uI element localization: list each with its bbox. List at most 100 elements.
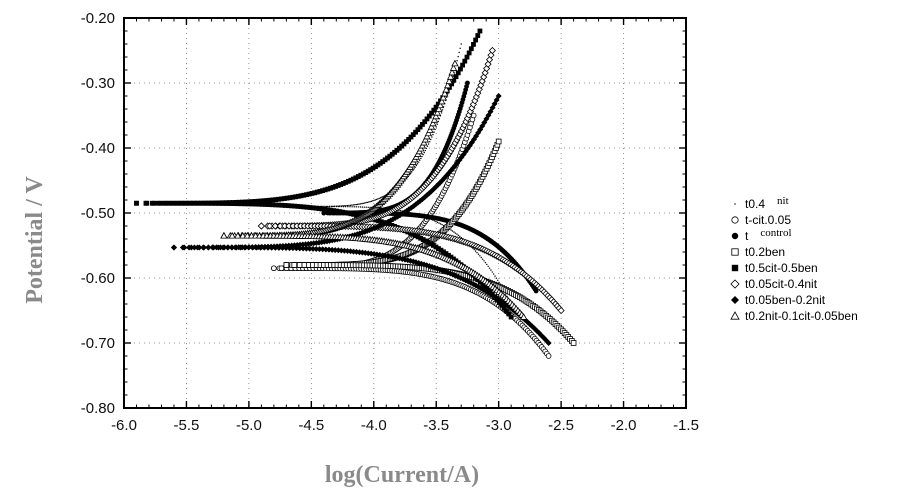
data-point [507, 304, 514, 311]
data-point [446, 73, 455, 80]
data-point [493, 97, 500, 104]
data-point [331, 205, 333, 208]
data-point [205, 244, 212, 251]
data-point [246, 201, 251, 207]
data-point [365, 168, 371, 174]
legend-marker-icon [728, 213, 742, 227]
legend-marker-shape [730, 279, 740, 289]
data-point [243, 231, 251, 239]
data-point [191, 244, 198, 251]
data-point [295, 203, 301, 209]
legend-label: t0.2nit-0.1cit-0.05ben [745, 309, 858, 323]
data-point [178, 200, 184, 206]
data-point [447, 93, 449, 95]
data-point [200, 200, 206, 206]
data-point [429, 110, 434, 116]
legend-marker-shape [731, 264, 739, 272]
data-point [348, 177, 354, 183]
data-point [322, 187, 328, 193]
data-point [309, 245, 316, 252]
legend-label: t [745, 229, 749, 243]
data-point [328, 185, 333, 191]
data-point [453, 74, 459, 80]
data-point [337, 209, 342, 214]
data-point [353, 175, 359, 181]
data-point [253, 244, 260, 251]
data-point [173, 200, 179, 206]
data-point [433, 108, 442, 116]
data-point [446, 252, 451, 258]
data-point [163, 200, 169, 206]
data-point [319, 246, 326, 253]
data-point [194, 244, 201, 251]
data-point [382, 195, 384, 198]
data-point [487, 265, 489, 268]
data-point [506, 311, 512, 317]
x-tick-label: -3.5 [423, 417, 449, 434]
legend-label: t0.2ben [745, 245, 786, 259]
data-point [355, 203, 357, 206]
data-point [381, 196, 383, 198]
data-point [151, 200, 157, 206]
legend-label-extra: control [760, 227, 792, 239]
data-point [468, 46, 474, 52]
data-point [350, 176, 356, 182]
data-point [268, 244, 275, 251]
data-point [415, 164, 418, 167]
data-point [435, 126, 437, 128]
data-point [295, 193, 301, 199]
data-point [349, 204, 352, 206]
data-point [377, 198, 379, 200]
data-point [427, 122, 436, 130]
data-point [433, 104, 439, 110]
x-tick-label: -5.0 [236, 417, 262, 434]
data-point [508, 314, 514, 320]
data-point [183, 200, 189, 206]
data-point [451, 59, 459, 67]
legend-item: t0.4 nit [728, 195, 900, 212]
data-point [234, 231, 242, 239]
data-point [417, 161, 420, 163]
data-point [428, 241, 434, 247]
data-point [291, 262, 298, 268]
data-point [456, 60, 458, 62]
data-point [343, 205, 346, 207]
data-point [368, 167, 374, 173]
data-point [490, 269, 492, 271]
data-point [361, 202, 363, 205]
data-point [283, 262, 290, 268]
data-point [369, 200, 371, 203]
data-point [345, 210, 351, 216]
data-point [261, 244, 268, 251]
data-point [303, 245, 310, 252]
data-point [424, 149, 427, 152]
data-point [352, 204, 355, 206]
data-point [181, 244, 188, 251]
data-point [442, 85, 450, 93]
data-point [242, 201, 248, 207]
data-point [266, 222, 274, 230]
data-point [444, 81, 452, 89]
data-point [427, 143, 430, 145]
data-point [212, 200, 218, 206]
legend-item: t0.05ben-0.2nit [728, 292, 900, 308]
data-point [415, 127, 421, 133]
data-point [284, 195, 290, 201]
data-point [477, 253, 480, 255]
data-point [570, 340, 577, 346]
data-point [269, 202, 275, 208]
data-point [439, 93, 447, 101]
legend-item: t0.05cit-0.4nit [728, 276, 900, 292]
data-point [408, 134, 414, 140]
data-point [320, 188, 325, 194]
data-point [343, 180, 349, 185]
x-axis-title: log(Current/A) [325, 462, 479, 488]
data-point [363, 206, 366, 208]
data-point [261, 198, 267, 204]
data-point [358, 172, 364, 178]
data-point [313, 205, 319, 211]
data-point [438, 222, 440, 224]
data-point [495, 277, 498, 279]
data-point [356, 203, 359, 206]
data-point [286, 245, 293, 252]
